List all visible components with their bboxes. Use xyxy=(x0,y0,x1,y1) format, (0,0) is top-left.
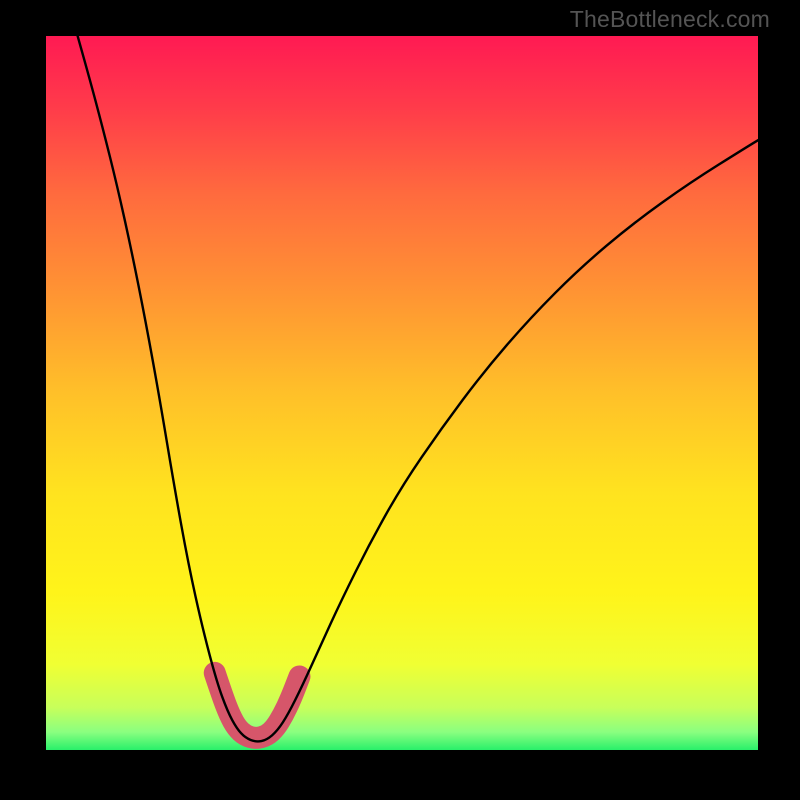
bottleneck-curve-path xyxy=(75,27,765,741)
chart-stage: TheBottleneck.com xyxy=(0,0,800,800)
curve-layer xyxy=(46,36,758,750)
plot-area xyxy=(46,36,758,750)
marker-band-path xyxy=(215,673,300,738)
watermark-text: TheBottleneck.com xyxy=(570,6,770,33)
